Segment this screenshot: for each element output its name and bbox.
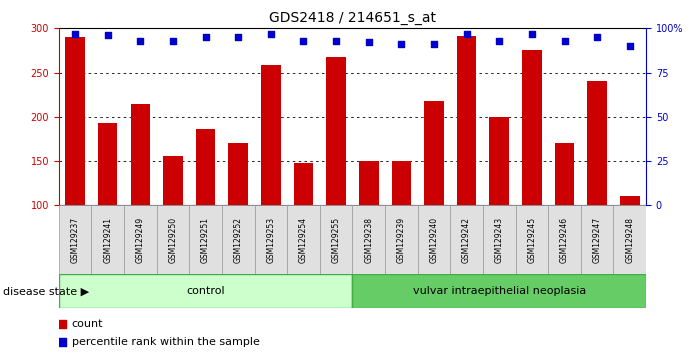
Point [233, 34, 244, 40]
Text: control: control [187, 286, 225, 296]
Point [363, 40, 375, 45]
Text: GSM129240: GSM129240 [430, 217, 439, 263]
Bar [483, 205, 515, 274]
Text: GSM129238: GSM129238 [364, 217, 373, 263]
Bar [515, 205, 548, 274]
Text: GSM129241: GSM129241 [103, 217, 112, 263]
Point [167, 38, 178, 44]
Bar [229, 143, 248, 294]
Bar [352, 205, 385, 274]
Bar [548, 205, 581, 274]
Bar [587, 81, 607, 294]
Point [396, 41, 407, 47]
Text: GSM129242: GSM129242 [462, 217, 471, 263]
Bar [620, 196, 640, 294]
Point [428, 41, 439, 47]
Point [265, 31, 276, 36]
Bar [163, 156, 182, 294]
Bar [196, 129, 216, 294]
Text: count: count [72, 319, 103, 329]
Text: vulvar intraepithelial neoplasia: vulvar intraepithelial neoplasia [413, 286, 586, 296]
Bar [294, 163, 313, 294]
Point [70, 31, 81, 36]
Point [527, 31, 538, 36]
Point [374, 88, 385, 94]
Bar [352, 274, 646, 308]
Text: GSM129249: GSM129249 [136, 217, 145, 263]
Point [135, 38, 146, 44]
Text: GSM129245: GSM129245 [527, 217, 536, 263]
Bar [98, 123, 117, 294]
Bar [451, 205, 483, 274]
Bar [59, 274, 352, 308]
Bar [359, 161, 379, 294]
Text: GSM129253: GSM129253 [266, 217, 275, 263]
Text: GSM129255: GSM129255 [332, 217, 341, 263]
Bar [131, 104, 150, 294]
Point [591, 34, 603, 40]
Bar [189, 205, 222, 274]
Bar [320, 205, 352, 274]
Bar [157, 205, 189, 274]
Bar [555, 143, 574, 294]
Text: percentile rank within the sample: percentile rank within the sample [72, 337, 260, 347]
Point [624, 43, 635, 49]
Bar [385, 205, 417, 274]
Text: GSM129246: GSM129246 [560, 217, 569, 263]
Point [461, 31, 472, 36]
Bar [124, 205, 157, 274]
Text: GSM129237: GSM129237 [70, 217, 79, 263]
Bar [287, 205, 320, 274]
Point [559, 38, 570, 44]
Bar [489, 117, 509, 294]
Text: GSM129239: GSM129239 [397, 217, 406, 263]
Point [298, 38, 309, 44]
Text: GSM129252: GSM129252 [234, 217, 243, 263]
Point [102, 33, 113, 38]
Point [330, 38, 341, 44]
Text: GSM129254: GSM129254 [299, 217, 308, 263]
Bar [59, 205, 91, 274]
Point [200, 34, 211, 40]
Text: GSM129247: GSM129247 [593, 217, 602, 263]
Bar [65, 37, 85, 294]
Text: GSM129251: GSM129251 [201, 217, 210, 263]
Bar [457, 36, 476, 294]
Point [493, 38, 504, 44]
Bar [326, 57, 346, 294]
Point [374, 250, 385, 255]
Text: GSM129250: GSM129250 [169, 217, 178, 263]
Bar [261, 65, 281, 294]
Bar [91, 205, 124, 274]
Bar [424, 101, 444, 294]
Text: disease state ▶: disease state ▶ [3, 286, 90, 296]
Bar [522, 50, 542, 294]
Bar [222, 205, 254, 274]
Text: GSM129248: GSM129248 [625, 217, 634, 263]
Bar [614, 205, 646, 274]
Title: GDS2418 / 214651_s_at: GDS2418 / 214651_s_at [269, 11, 436, 24]
Bar [392, 161, 411, 294]
Bar [581, 205, 614, 274]
Bar [417, 205, 451, 274]
Text: GSM129243: GSM129243 [495, 217, 504, 263]
Bar [254, 205, 287, 274]
